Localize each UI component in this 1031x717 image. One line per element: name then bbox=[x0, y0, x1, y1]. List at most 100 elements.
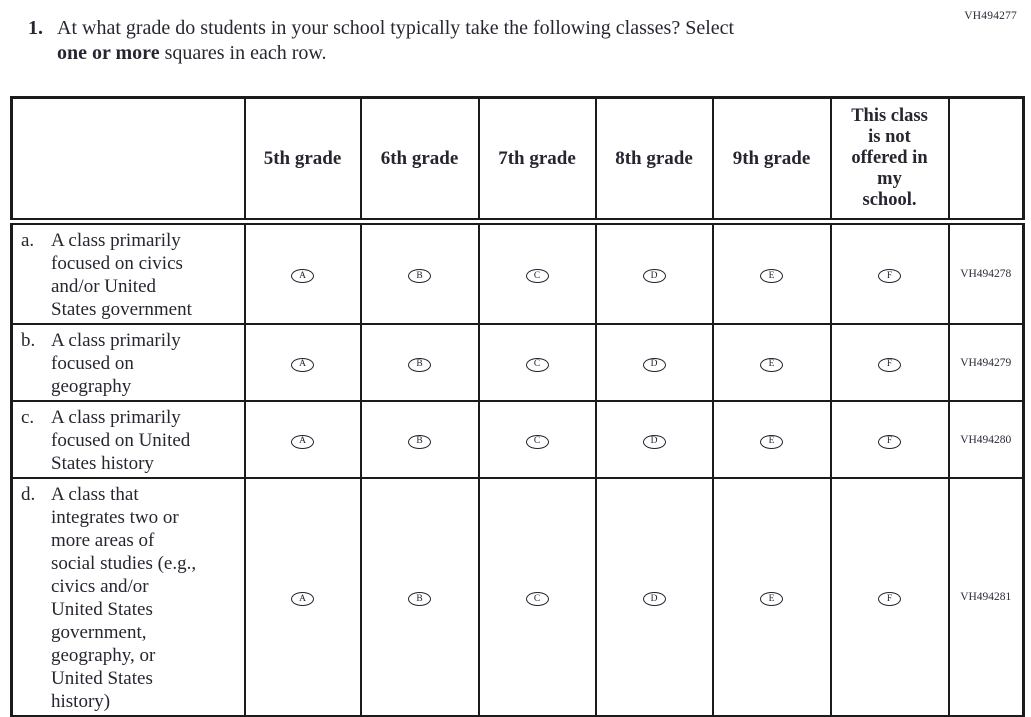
bubble-F[interactable]: F bbox=[878, 434, 901, 449]
question-number: 1. bbox=[28, 17, 43, 39]
row-c-cell-not-offered: F bbox=[829, 400, 950, 479]
header-8th-grade: 8th grade bbox=[594, 96, 714, 225]
bubble-C[interactable]: C bbox=[525, 434, 549, 449]
row-d-label-cell: d. A class that integrates two or more a… bbox=[10, 477, 246, 717]
row-c-letter: c. bbox=[21, 407, 35, 428]
row-b-letter: b. bbox=[21, 330, 36, 351]
bubble-letter: C bbox=[533, 436, 541, 447]
row-a-cell-6th: B bbox=[359, 220, 480, 325]
row-a-cell-8th: D bbox=[594, 220, 714, 325]
row-d-cell-9th: E bbox=[711, 477, 832, 717]
header-9th-grade: 9th grade bbox=[711, 96, 832, 225]
row-d-cell-not-offered: F bbox=[829, 477, 950, 717]
bubble-A[interactable]: A bbox=[291, 357, 314, 372]
header-not-offered: This class is not offered in my school. bbox=[829, 96, 950, 225]
bubble-F[interactable]: F bbox=[878, 357, 901, 372]
header-5th-grade: 5th grade bbox=[243, 96, 362, 225]
bubble-letter: B bbox=[416, 436, 423, 447]
bubble-letter: F bbox=[886, 270, 893, 281]
row-c-cell-6th: B bbox=[359, 400, 480, 479]
row-b-cell-8th: D bbox=[594, 323, 714, 402]
table-header: 5th grade 6th grade 7th grade 8th grade … bbox=[10, 96, 1025, 225]
bubble-F[interactable]: F bbox=[878, 592, 901, 607]
bubble-letter: B bbox=[416, 270, 423, 281]
header-code-column bbox=[947, 96, 1025, 225]
bubble-letter: A bbox=[299, 436, 306, 447]
row-c-code: VH494280 bbox=[947, 400, 1025, 479]
bubble-B[interactable]: B bbox=[408, 434, 431, 449]
bubble-C[interactable]: C bbox=[525, 592, 549, 607]
header-6th-grade: 6th grade bbox=[359, 96, 480, 225]
bubble-B[interactable]: B bbox=[408, 592, 431, 607]
row-c-cell-8th: D bbox=[594, 400, 714, 479]
bubble-E[interactable]: E bbox=[760, 269, 783, 284]
bubble-letter: A bbox=[299, 359, 306, 370]
header-empty-stub bbox=[10, 96, 246, 225]
bubble-C[interactable]: C bbox=[525, 357, 549, 372]
bubble-letter: E bbox=[768, 359, 775, 370]
row-d-text: A class that integrates two or more area… bbox=[51, 484, 197, 712]
row-d-cell-7th: C bbox=[477, 477, 597, 717]
row-a-label-cell: a. A class primarily focused on civics a… bbox=[10, 220, 246, 325]
bubble-D[interactable]: D bbox=[642, 357, 666, 372]
row-a-cell-not-offered: F bbox=[829, 220, 950, 325]
row-b-cell-9th: E bbox=[711, 323, 832, 402]
bubble-D[interactable]: D bbox=[642, 592, 666, 607]
bubble-letter: D bbox=[650, 270, 658, 281]
bubble-letter: C bbox=[533, 270, 541, 281]
bubble-D[interactable]: D bbox=[642, 434, 666, 449]
bubble-letter: E bbox=[768, 270, 775, 281]
row-a-letter: a. bbox=[21, 230, 35, 251]
bubble-C[interactable]: C bbox=[525, 269, 549, 284]
bubble-letter: B bbox=[416, 359, 423, 370]
row-a-cell-9th: E bbox=[711, 220, 832, 325]
table-row-d: d. A class that integrates two or more a… bbox=[10, 477, 1025, 717]
table-row-b: b. A class primarily focused on geograph… bbox=[10, 323, 1025, 402]
bubble-letter: C bbox=[533, 593, 541, 604]
bubble-A[interactable]: A bbox=[291, 269, 314, 284]
question-1: 1. At what grade do students in your sch… bbox=[28, 16, 908, 66]
row-a-text: A class primarily focused on civics and/… bbox=[51, 230, 192, 320]
row-d-cell-5th: A bbox=[243, 477, 362, 717]
bubble-letter: A bbox=[299, 593, 306, 604]
header-7th-grade: 7th grade bbox=[477, 96, 597, 225]
row-c-label-cell: c. A class primarily focused on United S… bbox=[10, 400, 246, 479]
bubble-E[interactable]: E bbox=[760, 592, 783, 607]
bubble-letter: B bbox=[416, 593, 423, 604]
bubble-A[interactable]: A bbox=[291, 592, 314, 607]
answer-table: 5th grade 6th grade 7th grade 8th grade … bbox=[10, 96, 1025, 717]
row-a-cell-5th: A bbox=[243, 220, 362, 325]
bubble-B[interactable]: B bbox=[408, 357, 431, 372]
row-c-cell-7th: C bbox=[477, 400, 597, 479]
row-d-cell-8th: D bbox=[594, 477, 714, 717]
row-b-label-cell: b. A class primarily focused on geograph… bbox=[10, 323, 246, 402]
row-b-cell-6th: B bbox=[359, 323, 480, 402]
question-bold-phrase: one or more bbox=[57, 42, 160, 64]
question-line1: At what grade do students in your school… bbox=[57, 17, 735, 39]
row-c-cell-9th: E bbox=[711, 400, 832, 479]
bubble-E[interactable]: E bbox=[760, 357, 783, 372]
bubble-B[interactable]: B bbox=[408, 269, 431, 284]
question-rest: squares in each row. bbox=[164, 42, 327, 64]
row-c-text: A class primarily focused on United Stat… bbox=[51, 407, 191, 474]
bubble-letter: F bbox=[886, 359, 893, 370]
row-b-cell-7th: C bbox=[477, 323, 597, 402]
page-accession-code: VH494277 bbox=[964, 10, 1017, 22]
row-d-cell-6th: B bbox=[359, 477, 480, 717]
question-text: At what grade do students in your school… bbox=[28, 16, 908, 66]
bubble-letter: D bbox=[650, 593, 658, 604]
bubble-E[interactable]: E bbox=[760, 434, 783, 449]
bubble-A[interactable]: A bbox=[291, 434, 314, 449]
bubble-letter: E bbox=[768, 593, 775, 604]
bubble-F[interactable]: F bbox=[878, 269, 901, 284]
bubble-letter: F bbox=[886, 593, 893, 604]
row-b-code: VH494279 bbox=[947, 323, 1025, 402]
bubble-letter: F bbox=[886, 436, 893, 447]
row-a-cell-7th: C bbox=[477, 220, 597, 325]
answer-grid: 5th grade 6th grade 7th grade 8th grade … bbox=[10, 96, 1025, 717]
bubble-letter: D bbox=[650, 436, 658, 447]
row-b-text: A class primarily focused on geography bbox=[51, 330, 181, 397]
bubble-D[interactable]: D bbox=[642, 269, 666, 284]
table-row-a: a. A class primarily focused on civics a… bbox=[10, 220, 1025, 325]
